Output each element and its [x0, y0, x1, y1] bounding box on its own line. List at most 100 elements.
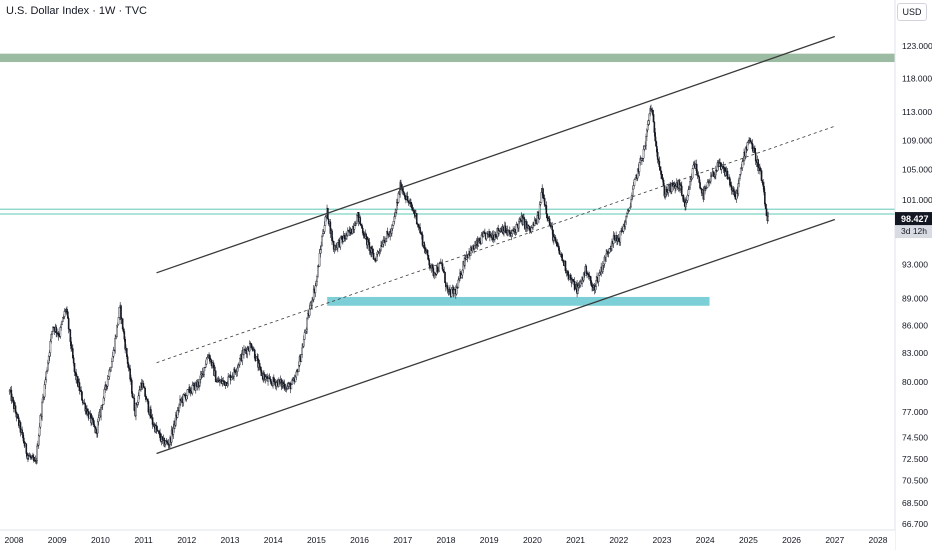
candle — [117, 317, 120, 325]
candle-body — [406, 196, 409, 201]
candle-body — [138, 389, 141, 397]
candle — [258, 359, 261, 371]
candle — [121, 318, 124, 331]
symbol-title[interactable]: U.S. Dollar Index · 1W · TVC — [6, 5, 147, 17]
candle — [545, 201, 548, 219]
candle — [551, 222, 553, 235]
candle-body — [395, 209, 397, 213]
candle — [638, 162, 641, 177]
time-axis[interactable]: 2008 2009 2010 2011 2012 2013 2014 2015 2016 2017… — [0, 529, 895, 550]
candle — [182, 393, 185, 407]
candle — [209, 354, 211, 364]
candle-body — [656, 151, 659, 160]
candle-body — [126, 348, 128, 357]
candle — [741, 158, 744, 171]
candle-body — [223, 380, 225, 383]
candle — [270, 379, 273, 386]
x-tick-label: 2017 — [393, 535, 412, 545]
candle — [515, 221, 518, 236]
candle — [103, 387, 106, 402]
candle-body — [367, 239, 370, 243]
candle — [548, 215, 551, 226]
x-tick-label: 2027 — [825, 535, 844, 545]
candle — [38, 422, 41, 437]
candle-body — [539, 202, 542, 205]
candle-body — [241, 350, 244, 361]
candle-body — [97, 417, 100, 422]
candle-body — [445, 282, 447, 288]
price-axis-bg — [895, 0, 932, 550]
candle-body — [595, 280, 598, 287]
candle-body — [438, 263, 440, 272]
candle-body — [25, 443, 28, 454]
candle-body — [302, 346, 304, 349]
candle — [396, 198, 398, 214]
candle — [73, 362, 76, 376]
candle — [203, 367, 205, 378]
candle — [444, 271, 446, 284]
x-tick-label: 2025 — [739, 535, 758, 545]
candle — [191, 381, 194, 396]
candle — [484, 228, 486, 237]
x-tick-label: 2019 — [480, 535, 499, 545]
candle-body — [204, 363, 207, 368]
candle-body — [300, 354, 303, 362]
drawings-layer — [156, 35, 836, 455]
x-tick-label: 2018 — [437, 535, 456, 545]
candle — [302, 335, 305, 348]
x-tick-label: 2024 — [696, 535, 715, 545]
candle — [754, 148, 757, 165]
candle-body — [626, 213, 628, 217]
candle-body — [93, 424, 96, 427]
candle-body — [372, 252, 375, 260]
candle-body — [371, 248, 374, 254]
candle — [730, 181, 733, 195]
candle-body — [429, 264, 431, 267]
candle-body — [741, 161, 744, 168]
candle-body — [47, 356, 50, 364]
candle-body — [275, 382, 278, 387]
candle-body — [234, 369, 236, 373]
candle-body — [72, 348, 74, 359]
candle-body — [230, 377, 233, 381]
candle — [502, 225, 504, 236]
candle — [542, 187, 544, 199]
candle-body — [751, 143, 754, 150]
price-axis[interactable]: 123.000 118.000 113.000 109.000 105.000 101.0… — [894, 0, 932, 550]
currency-button[interactable]: USD — [897, 3, 927, 21]
candle-body — [423, 242, 426, 249]
channel-midline — [156, 125, 835, 364]
candle-body — [47, 362, 49, 371]
candle-body — [150, 409, 152, 418]
candle-body — [96, 421, 99, 434]
y-tick-label: 118.000 — [902, 73, 932, 83]
candle — [738, 176, 740, 188]
candle-body — [661, 178, 664, 181]
candle-body — [643, 146, 646, 150]
candle — [78, 378, 81, 395]
candle-body — [703, 189, 706, 200]
candle — [469, 245, 472, 256]
candle — [734, 189, 736, 200]
candle — [12, 396, 14, 404]
candle — [498, 228, 500, 236]
candle-body — [446, 285, 449, 290]
candle-body — [115, 336, 117, 339]
candle-body — [66, 308, 68, 313]
candle-body — [246, 347, 249, 355]
candle — [406, 191, 409, 203]
candle-body — [619, 231, 622, 243]
candle-body — [214, 370, 217, 382]
candle — [80, 386, 82, 396]
candle-body — [428, 259, 431, 266]
candle-body — [554, 237, 557, 242]
candle-body — [420, 233, 423, 236]
candle-body — [37, 435, 40, 446]
candle-body — [746, 142, 749, 150]
candle-body — [73, 362, 76, 372]
x-tick-label: 2028 — [869, 535, 888, 545]
candle — [392, 221, 395, 227]
candle — [72, 344, 74, 360]
